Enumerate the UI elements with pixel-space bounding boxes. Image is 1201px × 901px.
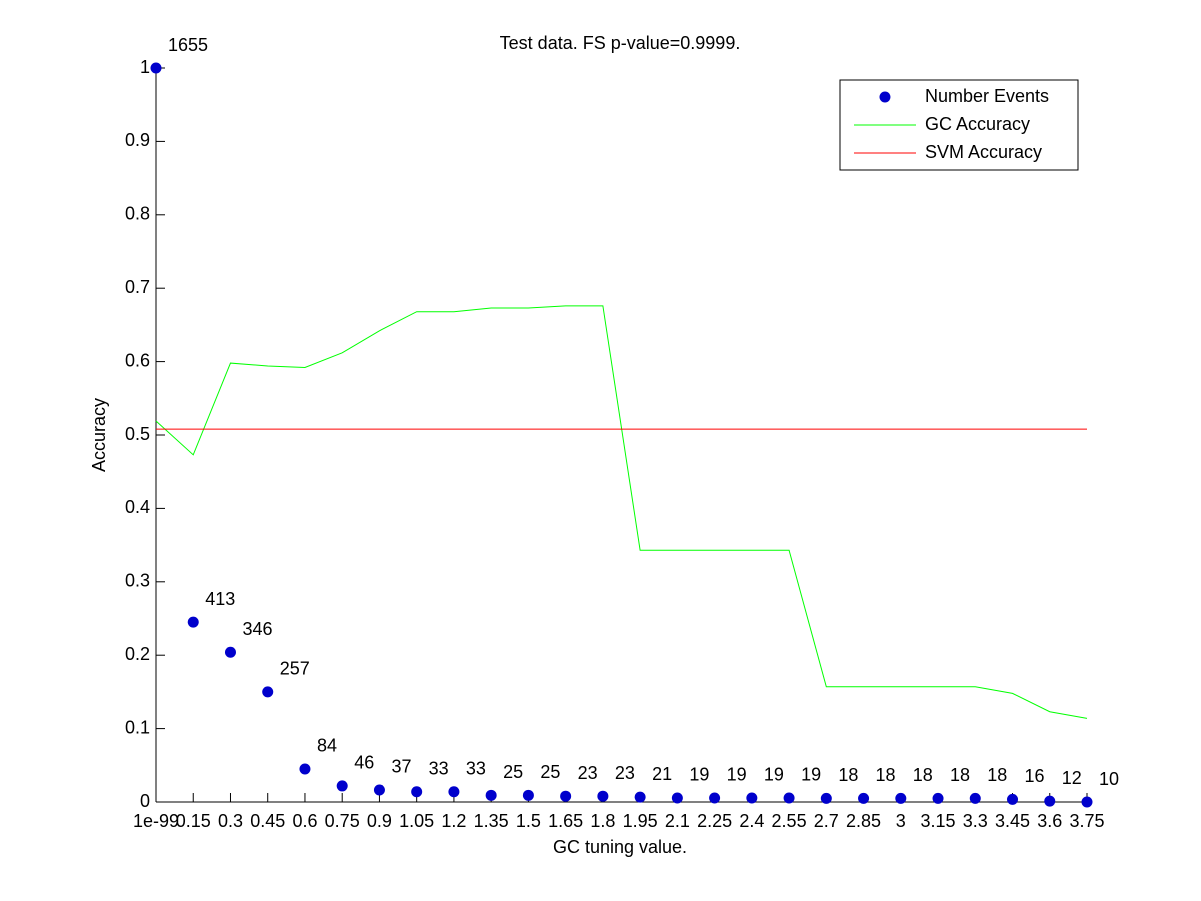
event-marker	[709, 792, 721, 804]
x-tick-label: 0.15	[176, 811, 211, 831]
event-marker	[895, 792, 907, 804]
event-count-label: 33	[466, 758, 486, 778]
event-count-label: 25	[540, 762, 560, 782]
y-tick-label: 1	[140, 57, 150, 77]
event-count-label: 37	[391, 757, 411, 777]
legend: Number Events GC Accuracy SVM Accuracy	[839, 79, 1079, 171]
legend-label: Number Events	[925, 86, 1049, 106]
event-count-label: 19	[727, 765, 747, 785]
event-count-label: 18	[838, 765, 858, 785]
event-count-label: 84	[317, 736, 337, 756]
y-tick-label: 0.3	[125, 571, 150, 591]
event-marker	[932, 792, 944, 804]
x-tick-label: 0.75	[325, 811, 360, 831]
x-tick-label: 2.1	[665, 811, 690, 831]
event-marker	[485, 789, 497, 801]
event-count-label: 19	[801, 765, 821, 785]
x-tick-label: 2.4	[739, 811, 764, 831]
event-count-label: 19	[764, 765, 784, 785]
event-count-label: 10	[1099, 769, 1119, 789]
event-count-label: 25	[503, 762, 523, 782]
event-marker	[746, 792, 758, 804]
legend-swatch	[879, 91, 891, 103]
x-tick-label: 0.9	[367, 811, 392, 831]
event-count-label: 12	[1062, 768, 1082, 788]
event-marker	[262, 686, 274, 698]
x-tick-label: 3.75	[1069, 811, 1104, 831]
x-tick-label: 3	[896, 811, 906, 831]
x-tick-label: 1.05	[399, 811, 434, 831]
y-tick-label: 0.6	[125, 350, 150, 370]
x-tick-label: 1.35	[474, 811, 509, 831]
x-tick-label: 3.15	[921, 811, 956, 831]
event-marker	[858, 792, 870, 804]
event-count-label: 16	[1025, 766, 1045, 786]
x-tick-label: 0.3	[218, 811, 243, 831]
x-tick-label: 1.2	[441, 811, 466, 831]
event-marker	[783, 792, 795, 804]
y-tick-label: 0.9	[125, 130, 150, 150]
y-tick-label: 0.4	[125, 497, 150, 517]
event-count-label: 18	[876, 765, 896, 785]
event-count-label: 18	[987, 765, 1007, 785]
event-marker	[634, 791, 646, 803]
y-tick-label: 0.1	[125, 717, 150, 737]
y-tick-label: 0.2	[125, 644, 150, 664]
x-tick-label: 1e-99	[133, 811, 179, 831]
event-count-label: 23	[578, 763, 598, 783]
event-marker	[150, 62, 162, 74]
x-axis-label: GC tuning value.	[553, 837, 687, 857]
event-count-label: 46	[354, 753, 374, 773]
event-marker	[522, 789, 534, 801]
chart-title: Test data. FS p-value=0.9999.	[500, 33, 741, 53]
event-count-label: 23	[615, 763, 635, 783]
y-tick-label: 0	[140, 791, 150, 811]
event-marker	[373, 784, 385, 796]
event-marker	[224, 646, 236, 658]
y-tick-label: 0.8	[125, 204, 150, 224]
event-marker	[560, 790, 572, 802]
event-count-label: 18	[913, 765, 933, 785]
x-tick-label: 3.6	[1037, 811, 1062, 831]
y-axis-label: Accuracy	[89, 398, 109, 472]
x-tick-label: 0.6	[292, 811, 317, 831]
legend-label: SVM Accuracy	[925, 142, 1042, 162]
x-tick-label: 1.5	[516, 811, 541, 831]
event-marker	[597, 790, 609, 802]
event-count-label: 19	[689, 765, 709, 785]
event-marker	[1044, 795, 1056, 807]
event-count-label: 346	[242, 619, 272, 639]
x-tick-label: 0.45	[250, 811, 285, 831]
event-marker	[411, 786, 423, 798]
y-tick-label: 0.7	[125, 277, 150, 297]
event-marker	[1081, 796, 1093, 808]
event-count-label: 413	[205, 589, 235, 609]
x-tick-label: 3.45	[995, 811, 1030, 831]
x-tick-label: 1.8	[590, 811, 615, 831]
event-marker	[448, 786, 460, 798]
y-tick-label: 0.5	[125, 424, 150, 444]
x-tick-label: 2.7	[814, 811, 839, 831]
event-count-label: 33	[429, 758, 449, 778]
x-tick-label: 2.85	[846, 811, 881, 831]
x-tick-label: 3.3	[963, 811, 988, 831]
event-count-label: 1655	[168, 35, 208, 55]
event-marker	[820, 792, 832, 804]
x-tick-label: 2.25	[697, 811, 732, 831]
x-tick-label: 1.95	[623, 811, 658, 831]
x-tick-label: 2.55	[772, 811, 807, 831]
event-marker	[1007, 793, 1019, 805]
event-marker	[671, 792, 683, 804]
series-line	[155, 305, 1088, 719]
event-marker	[969, 792, 981, 804]
x-tick-label: 1.65	[548, 811, 583, 831]
legend-label: GC Accuracy	[925, 114, 1030, 134]
event-marker	[299, 763, 311, 775]
event-marker	[336, 780, 348, 792]
event-count-label: 21	[652, 764, 672, 784]
event-marker	[187, 616, 199, 628]
event-count-label: 18	[950, 765, 970, 785]
event-count-label: 257	[280, 659, 310, 679]
